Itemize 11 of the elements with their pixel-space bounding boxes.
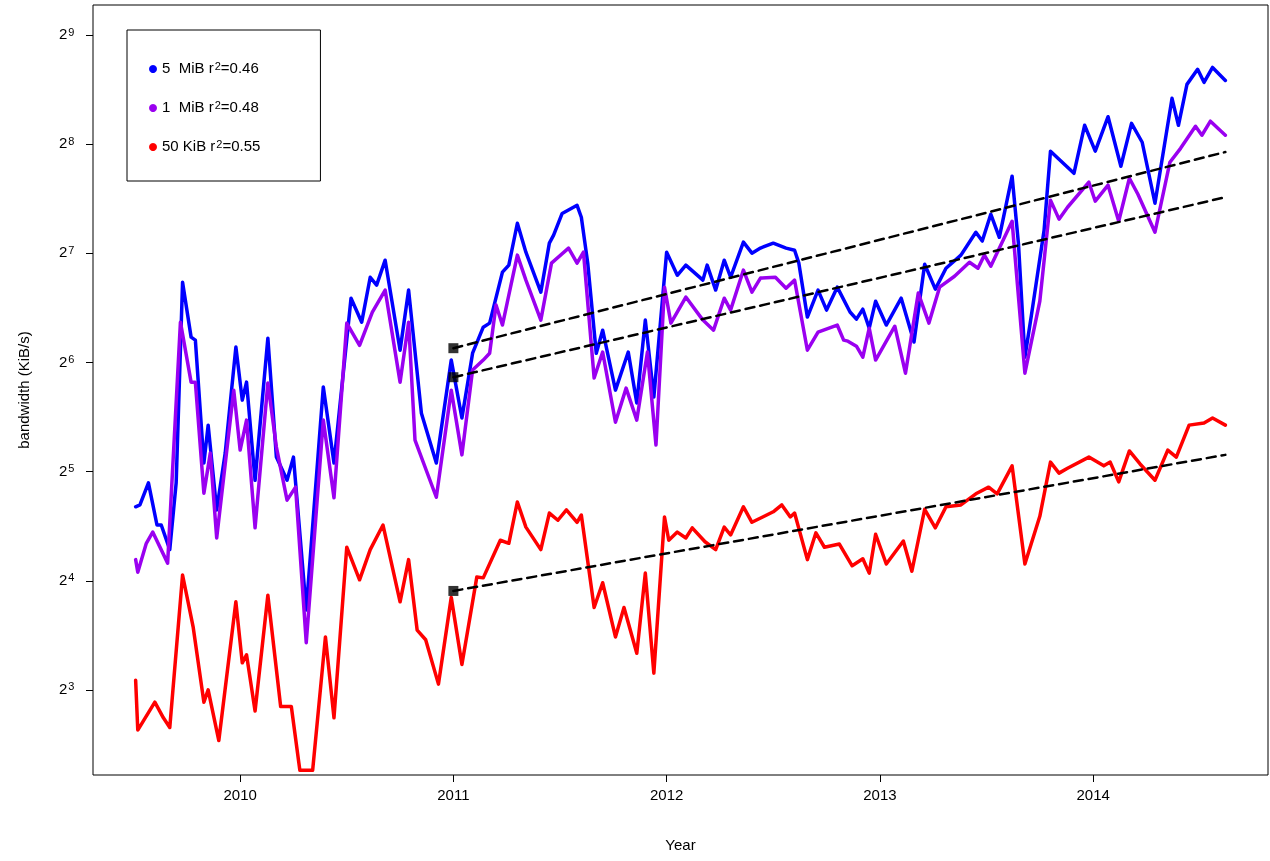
x-tick-label: 2014 <box>1076 786 1110 803</box>
x-axis-title: Year <box>665 836 696 853</box>
point <box>448 343 459 354</box>
x-tick-label: 2011 <box>437 786 470 803</box>
x-tick-label: 2012 <box>649 786 684 803</box>
x-tick-label: 2013 <box>863 786 897 803</box>
point <box>448 585 459 596</box>
line-series <box>133 416 1228 773</box>
y-axis-title: bandwidth (KiB/s) <box>15 331 32 449</box>
x-tick-label: 2010 <box>223 786 257 803</box>
point <box>448 372 459 383</box>
